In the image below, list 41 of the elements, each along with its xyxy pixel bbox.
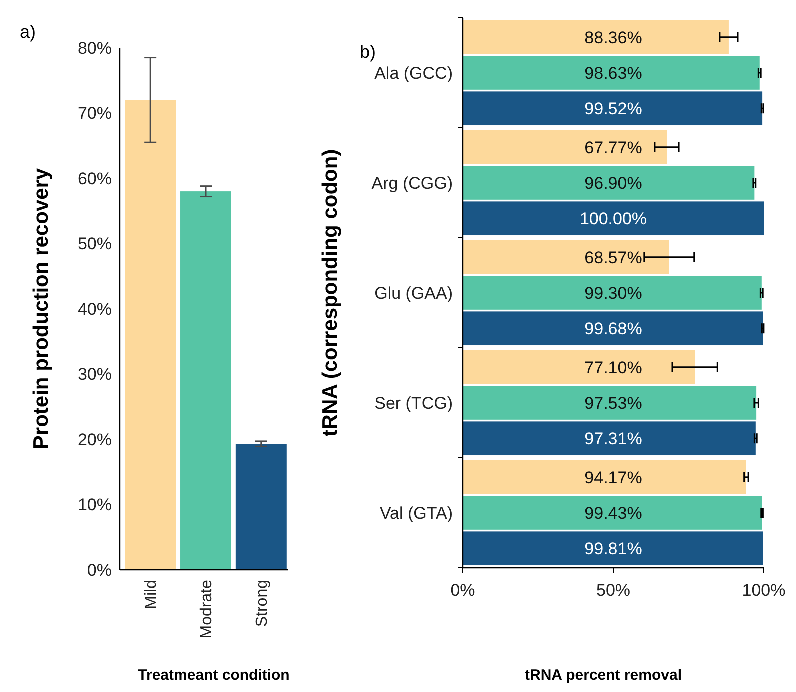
text: b) — [360, 42, 376, 62]
x-tick-label: Modrate — [198, 580, 216, 639]
y-axis-title: Protein production recovery — [30, 168, 53, 450]
y-tick-label: Ser (TCG) — [374, 394, 453, 413]
data-label: 67.77% — [584, 138, 642, 158]
x-tick-label: 100% — [742, 581, 786, 600]
y-tick-label: 20% — [78, 430, 112, 450]
y-tick-label: 30% — [78, 365, 112, 384]
data-label: 88.36% — [584, 28, 642, 48]
data-label: 77.10% — [584, 358, 642, 378]
y-tick-label: Ala (GCC) — [374, 64, 453, 83]
data-label: 100.00% — [580, 210, 648, 229]
y-tick-label: 80% — [78, 38, 112, 58]
x-tick-label: 50% — [596, 581, 631, 600]
y-tick-label: Val (GTA) — [380, 504, 453, 523]
data-label: 97.53% — [584, 394, 642, 413]
y-tick-label: 60% — [78, 169, 112, 188]
y-tick-label: Glu (GAA) — [374, 284, 453, 303]
y-tick-label: Arg (CGG) — [372, 174, 453, 193]
x-axis-title: tRNA percent removal — [525, 667, 682, 684]
data-label: 96.90% — [584, 174, 642, 193]
y-tick-label: 10% — [78, 496, 112, 515]
data-label: 98.63% — [584, 64, 642, 83]
y-tick-label: 70% — [78, 104, 112, 124]
x-tick-label: Strong — [254, 580, 272, 628]
data-label: 99.43% — [584, 504, 642, 523]
x-tick-label: Mild — [143, 580, 160, 610]
data-label: 99.81% — [584, 540, 642, 559]
data-label: 99.68% — [584, 320, 642, 339]
data-label: 99.30% — [584, 284, 642, 303]
data-label: 94.17% — [584, 468, 642, 488]
data-label: 97.31% — [584, 430, 642, 449]
y-tick-label: 0% — [87, 560, 112, 580]
y-axis-title: tRNA (corresponding codon) — [319, 149, 342, 437]
y-tick-label: 50% — [78, 234, 112, 254]
x-tick-label: 0% — [450, 581, 476, 600]
y-tick-label: 40% — [78, 300, 112, 319]
data-label: 68.57% — [584, 248, 642, 268]
x-axis-title: Treatmeant condition — [138, 667, 290, 684]
text: a) — [20, 22, 36, 42]
data-label: 99.52% — [584, 100, 642, 119]
